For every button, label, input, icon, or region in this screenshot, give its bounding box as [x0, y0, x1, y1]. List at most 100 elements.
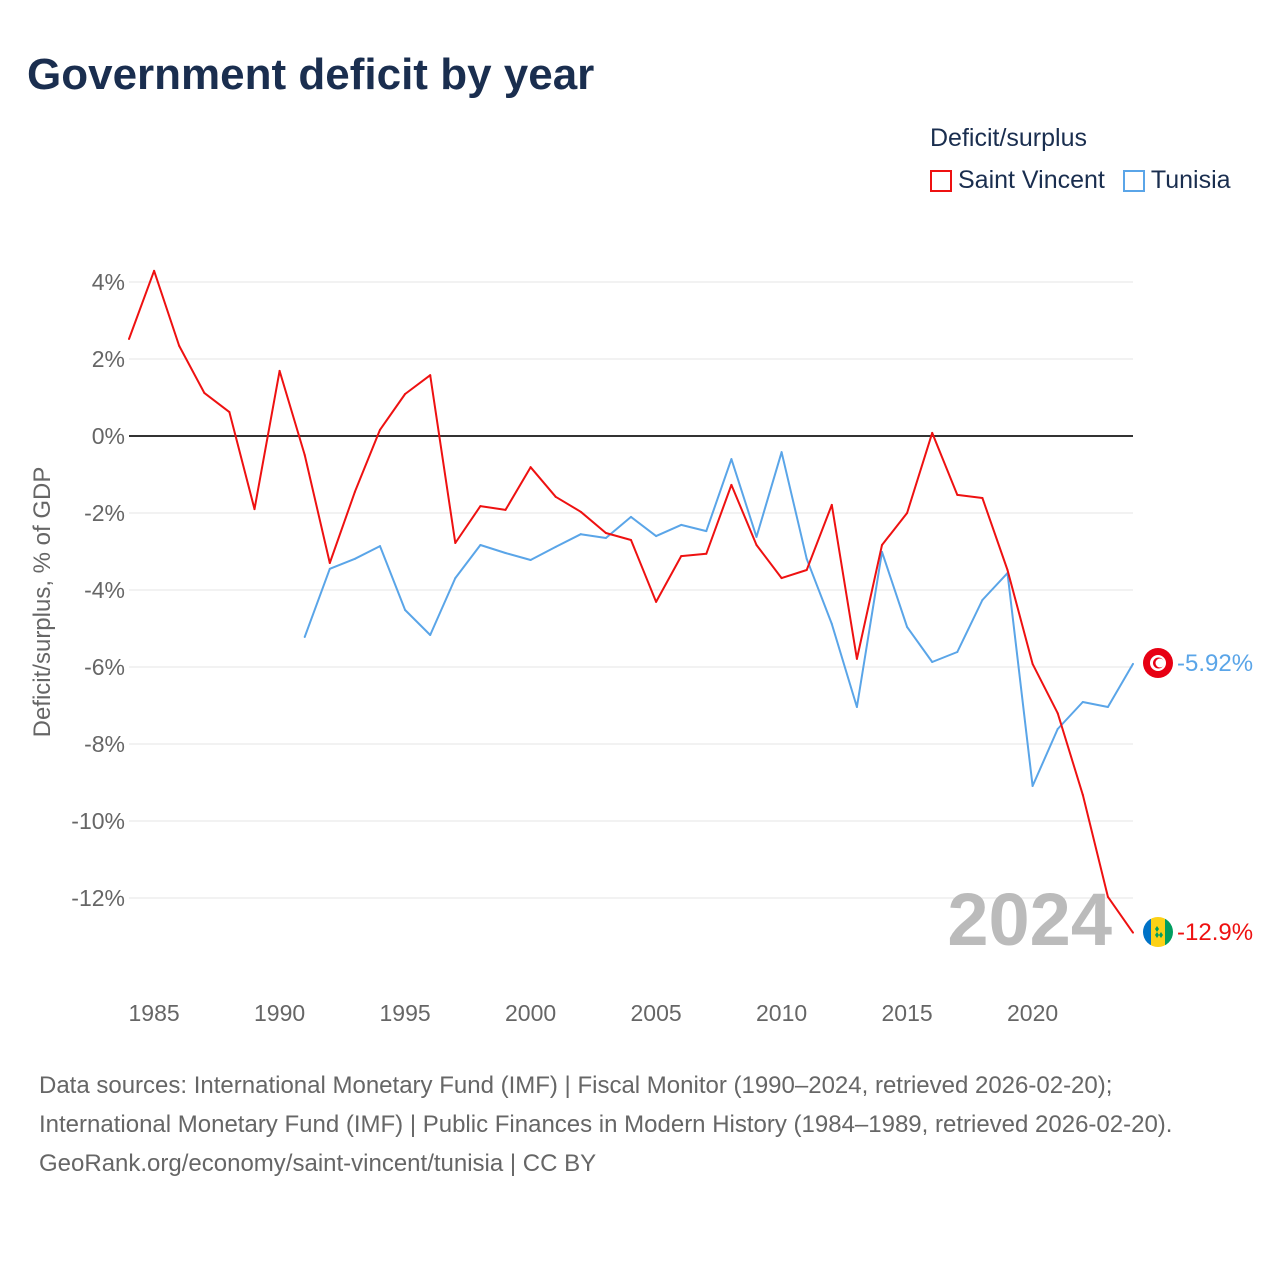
data-point-tunisia: [1056, 727, 1059, 730]
data-point-saint-vincent: [931, 431, 934, 434]
data-point-saint-vincent: [1056, 712, 1059, 715]
legend-label: Saint Vincent: [958, 166, 1105, 194]
data-point-saint-vincent: [303, 453, 306, 456]
legend-swatch-tunisia: [1122, 169, 1145, 192]
data-point-tunisia: [906, 625, 909, 628]
x-tick-label: 2020: [1007, 1000, 1058, 1026]
data-point-saint-vincent: [153, 269, 156, 272]
y-tick-label: -10%: [71, 808, 125, 834]
data-point-tunisia: [805, 557, 808, 560]
data-point-saint-vincent: [1081, 793, 1084, 796]
data-point-saint-vincent: [805, 568, 808, 571]
legend-item-tunisia[interactable]: Tunisia: [1122, 166, 1231, 195]
end-label-saint-vincent: -12.9%: [1177, 919, 1253, 946]
y-axis-label: Deficit/surplus, % of GDP: [29, 467, 56, 738]
data-point-saint-vincent: [529, 466, 532, 469]
data-point-saint-vincent: [554, 495, 557, 498]
data-point-tunisia: [1031, 784, 1034, 787]
footer: Data sources: International Monetary Fun…: [39, 1066, 1239, 1183]
data-point-saint-vincent: [353, 490, 356, 493]
data-point-saint-vincent: [278, 369, 281, 372]
data-point-saint-vincent: [1031, 662, 1034, 665]
y-tick-label: 0%: [92, 423, 125, 449]
data-point-saint-vincent: [504, 508, 507, 511]
data-point-tunisia: [755, 535, 758, 538]
legend-title: Deficit/surplus: [930, 124, 1087, 152]
data-point-saint-vincent: [328, 562, 331, 565]
data-point-tunisia: [655, 535, 658, 538]
end-label-tunisia: -5.92%: [1177, 650, 1253, 677]
data-point-tunisia: [379, 545, 381, 548]
data-point-saint-vincent: [1132, 931, 1134, 934]
legend-item-saint-vincent[interactable]: Saint Vincent: [930, 166, 1105, 195]
data-point-saint-vincent: [956, 493, 959, 496]
data-point-tunisia: [529, 558, 532, 561]
chart-title: Government deficit by year: [27, 50, 595, 99]
data-point-tunisia: [730, 458, 733, 461]
data-point-tunisia: [504, 552, 507, 555]
data-point-tunisia: [353, 557, 356, 560]
data-point-saint-vincent: [178, 344, 181, 347]
y-tick-label: -8%: [84, 731, 125, 757]
gridlines: [129, 281, 1133, 899]
x-tick-label: 1990: [254, 1000, 305, 1026]
line-chart: 4% 2% 0% -2% -4% -6% -8% -10% -12% 1985 1990 1995 2…: [29, 269, 1253, 1026]
data-point-saint-vincent: [128, 337, 130, 340]
data-point-saint-vincent: [780, 577, 783, 580]
flag-tunisia-icon: [1143, 648, 1173, 678]
data-point-tunisia: [780, 451, 783, 454]
credit-link[interactable]: GeoRank.org/economy/saint-vincent/tunisi…: [39, 1150, 597, 1177]
data-point-saint-vincent: [404, 393, 407, 396]
data-point-tunisia: [630, 515, 632, 518]
legend: Saint Vincent Tunisia: [930, 166, 1231, 195]
data-point-saint-vincent: [429, 374, 432, 377]
data-point-tunisia: [579, 533, 582, 536]
data-point-tunisia: [855, 706, 858, 709]
data-point-saint-vincent: [630, 538, 632, 541]
y-tick-label: -6%: [84, 654, 125, 680]
y-tick-label: 2%: [92, 346, 125, 372]
data-point-tunisia: [1081, 701, 1084, 704]
data-point-saint-vincent: [1106, 895, 1109, 898]
data-point-saint-vincent: [881, 543, 883, 546]
data-point-tunisia: [931, 660, 934, 663]
data-point-saint-vincent: [680, 555, 683, 558]
data-point-saint-vincent: [228, 411, 231, 414]
y-axis-ticks: 4% 2% 0% -2% -4% -6% -8% -10% -12%: [71, 269, 125, 911]
data-point-tunisia: [429, 634, 432, 637]
data-point-tunisia: [454, 577, 457, 580]
data-point-tunisia: [328, 567, 331, 570]
series-saint-vincent: [128, 269, 1134, 934]
data-point-tunisia: [303, 635, 306, 638]
year-watermark: 2024: [947, 878, 1112, 961]
x-tick-label: 2000: [505, 1000, 556, 1026]
data-point-saint-vincent: [379, 428, 381, 431]
legend-swatch-saint-vincent: [930, 169, 952, 192]
data-point-saint-vincent: [906, 512, 909, 514]
x-tick-label: 2010: [756, 1000, 807, 1026]
data-point-tunisia: [479, 543, 482, 546]
data-point-tunisia: [680, 523, 683, 526]
data-point-tunisia: [1132, 662, 1134, 665]
y-tick-label: -4%: [84, 577, 125, 603]
data-point-saint-vincent: [479, 505, 482, 508]
x-tick-label: 1995: [380, 1000, 431, 1026]
data-sources: Data sources: International Monetary Fun…: [39, 1072, 1173, 1138]
data-point-tunisia: [830, 622, 833, 625]
x-tick-label: 2005: [631, 1000, 682, 1026]
data-point-saint-vincent: [579, 510, 582, 513]
data-point-tunisia: [404, 609, 407, 612]
series-lines: [128, 269, 1134, 934]
data-point-saint-vincent: [203, 391, 206, 394]
data-point-tunisia: [981, 599, 984, 602]
data-point-tunisia: [604, 537, 607, 540]
data-point-saint-vincent: [454, 542, 457, 545]
data-point-saint-vincent: [730, 483, 733, 486]
line-tunisia: [303, 451, 1134, 787]
data-point-saint-vincent: [705, 552, 708, 555]
data-point-saint-vincent: [253, 508, 256, 511]
data-point-tunisia: [956, 650, 959, 653]
data-point-tunisia: [705, 530, 708, 533]
legend-label: Tunisia: [1150, 166, 1231, 194]
series-tunisia: [303, 451, 1134, 787]
